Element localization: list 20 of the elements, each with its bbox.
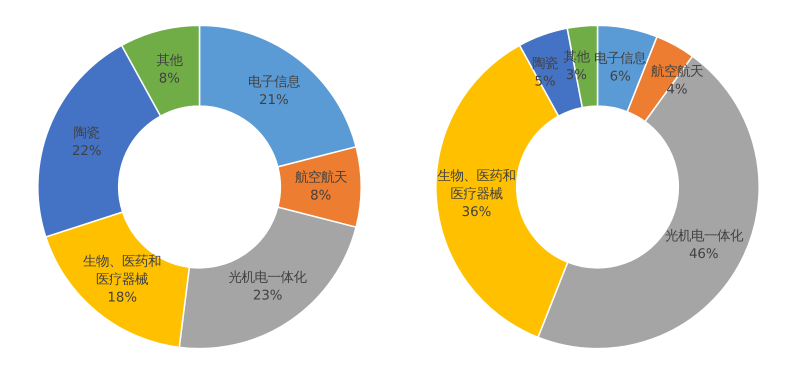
slice-label: 电子信息: [248, 74, 300, 90]
slice-label: 陶瓷: [532, 56, 558, 72]
slice-label: 生物、医药和医疗器械: [83, 254, 162, 288]
slice-label: 航空航天: [294, 170, 347, 186]
data-label: 18%: [107, 290, 138, 306]
data-label: 8%: [310, 188, 332, 204]
data-label: 21%: [259, 92, 289, 108]
slice-label: 光机电一体化: [228, 270, 307, 286]
data-label: 23%: [252, 288, 282, 304]
data-label: 6%: [610, 70, 631, 85]
data-label: 46%: [688, 246, 719, 262]
data-label: 8%: [158, 71, 180, 86]
data-label: 36%: [462, 205, 492, 220]
data-label: 4%: [666, 82, 688, 98]
slice-label: 其他: [156, 53, 182, 68]
data-label: 22%: [72, 144, 102, 159]
slice-label: 生物、医药和医疗器械: [437, 169, 516, 202]
slice-label: 陶瓷: [74, 126, 100, 141]
data-label: 3%: [566, 68, 587, 84]
slice-label: 光机电一体化: [664, 228, 743, 244]
